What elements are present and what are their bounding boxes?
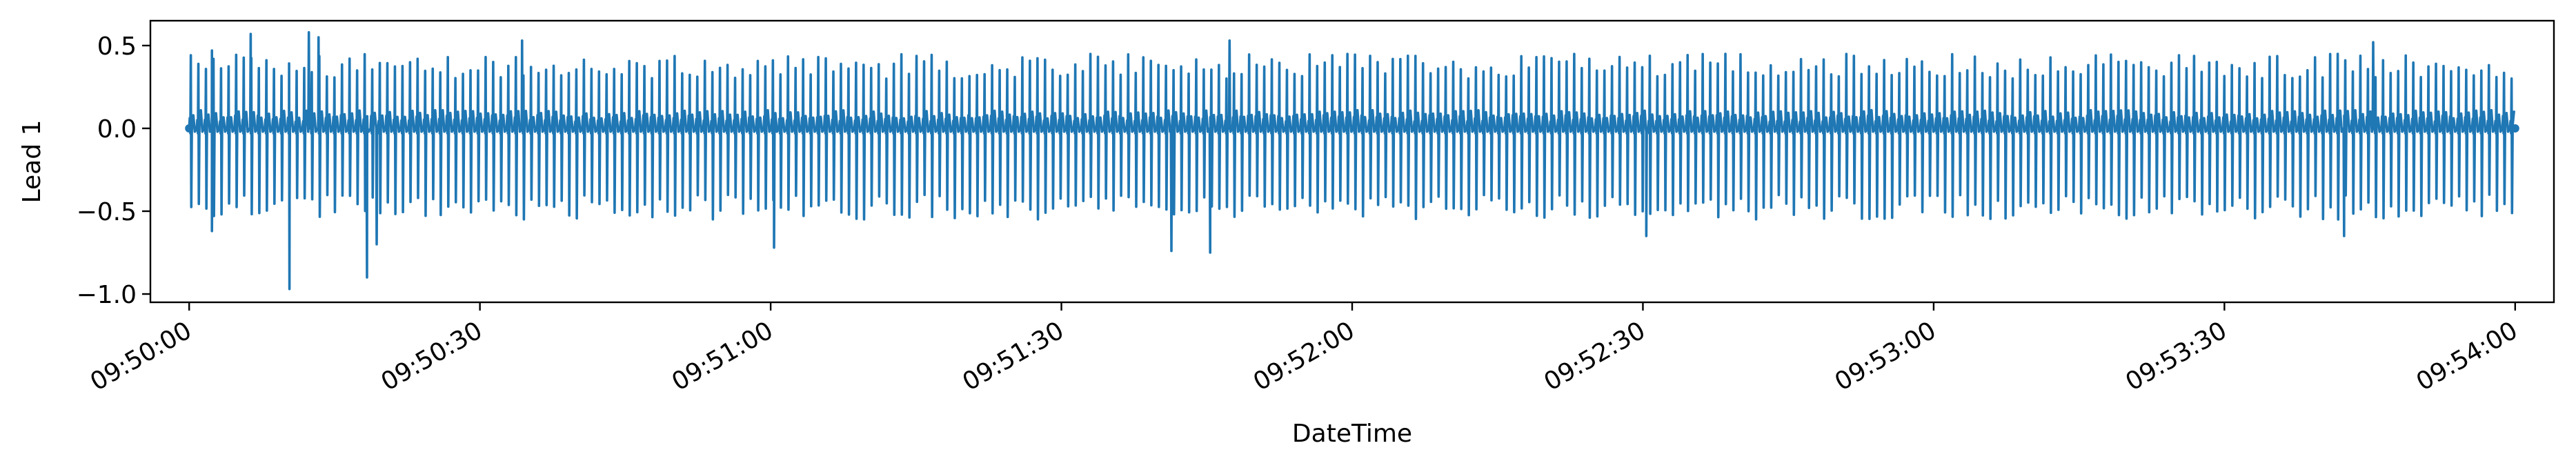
y-tick-label: 0.0 [97, 115, 137, 144]
y-tick-label: 0.5 [97, 32, 137, 61]
y-axis-label: Lead 1 [18, 120, 46, 204]
y-tick-label: −0.5 [77, 198, 137, 226]
series-endpoint-marker [2510, 124, 2519, 133]
lead-1-series-line [188, 31, 2516, 291]
y-axis: 0.5 0.0 −0.5 −1.0 [77, 32, 150, 309]
x-axis-label: DateTime [1292, 420, 1412, 448]
series-endpoint-marker [185, 124, 194, 133]
y-tick-label: −1.0 [77, 281, 137, 309]
series-layer [185, 31, 2519, 291]
